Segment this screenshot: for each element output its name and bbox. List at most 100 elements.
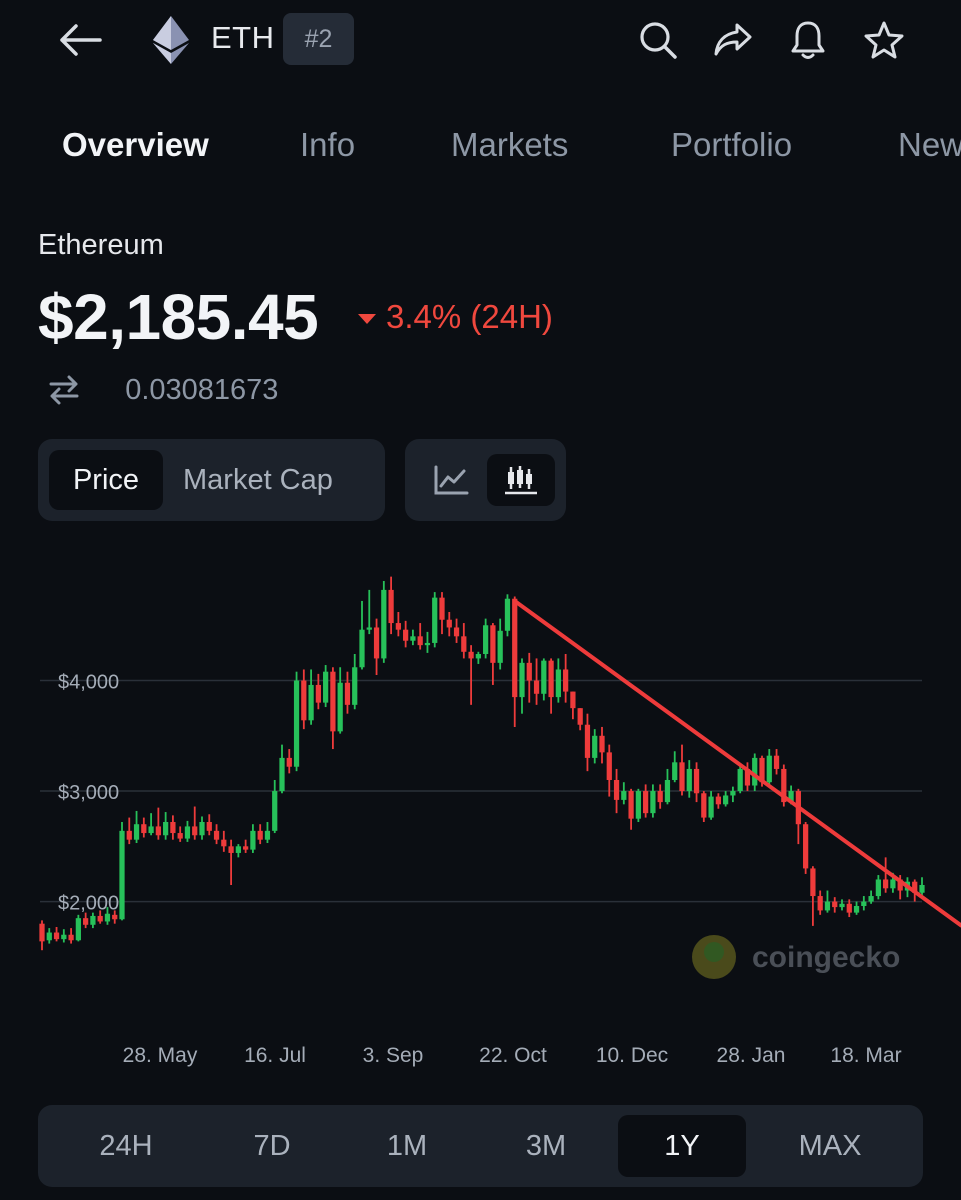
candle bbox=[206, 814, 212, 836]
candle bbox=[388, 576, 394, 635]
candlestick-chart-icon bbox=[505, 466, 537, 495]
candle bbox=[68, 928, 74, 944]
candle bbox=[177, 826, 183, 842]
candle-body bbox=[323, 671, 329, 703]
candle-body bbox=[177, 833, 183, 839]
candle bbox=[112, 910, 118, 924]
candle bbox=[650, 784, 656, 818]
candle bbox=[723, 791, 729, 807]
candle bbox=[483, 618, 489, 659]
search-button[interactable] bbox=[636, 18, 680, 62]
candle-body bbox=[148, 826, 154, 834]
candle-body bbox=[563, 669, 569, 692]
candle-body bbox=[53, 932, 60, 940]
tab-markets[interactable]: Markets bbox=[451, 126, 569, 163]
market-cap-toggle-button[interactable]: Market Cap bbox=[183, 463, 333, 496]
tab-overview[interactable]: Overview bbox=[62, 126, 209, 163]
candle-body bbox=[570, 691, 576, 709]
candle bbox=[752, 753, 758, 792]
alert-button[interactable] bbox=[786, 18, 830, 62]
candlestick-chart-button[interactable] bbox=[487, 454, 555, 506]
candle bbox=[737, 764, 743, 794]
range-7d-button[interactable]: 7D bbox=[253, 1129, 291, 1162]
candle-body bbox=[868, 896, 874, 902]
candle-body bbox=[243, 846, 249, 850]
candle-body bbox=[403, 629, 409, 641]
candle-body bbox=[635, 791, 641, 819]
candle bbox=[679, 744, 685, 796]
candle-body bbox=[897, 879, 903, 891]
candle bbox=[61, 929, 67, 943]
down-triangle-icon bbox=[358, 314, 376, 324]
candle-body bbox=[75, 918, 81, 941]
candle bbox=[301, 669, 307, 730]
candle bbox=[286, 749, 292, 774]
candle-body bbox=[330, 671, 336, 732]
candle bbox=[592, 729, 598, 764]
coingecko-watermark: coingecko bbox=[692, 935, 900, 979]
candle-body bbox=[373, 627, 380, 659]
range-1y-button[interactable]: 1Y bbox=[618, 1115, 746, 1177]
candle bbox=[621, 782, 627, 805]
candle bbox=[257, 824, 263, 845]
candle-body bbox=[163, 822, 169, 836]
candle bbox=[199, 816, 205, 840]
tab-info[interactable]: Info bbox=[300, 126, 356, 163]
candle-body bbox=[461, 636, 467, 652]
share-button[interactable] bbox=[711, 18, 755, 62]
candle bbox=[344, 671, 351, 714]
range-max-button[interactable]: MAX bbox=[798, 1129, 862, 1162]
candle-body bbox=[483, 625, 489, 654]
range-3m-button[interactable]: 3M bbox=[525, 1129, 567, 1162]
candle bbox=[606, 744, 612, 797]
candle bbox=[635, 788, 641, 822]
candle-body bbox=[577, 708, 583, 725]
candle-body bbox=[264, 830, 271, 840]
tab-news[interactable]: News bbox=[898, 126, 961, 163]
candle-body bbox=[359, 629, 365, 668]
candle bbox=[184, 820, 191, 842]
line-chart-button[interactable] bbox=[424, 452, 478, 508]
line-chart-icon bbox=[434, 465, 469, 495]
candle-body bbox=[119, 830, 125, 920]
candle bbox=[250, 824, 256, 853]
candle-body bbox=[366, 627, 372, 630]
candle bbox=[599, 726, 605, 764]
x-tick-label: 18. Mar bbox=[830, 1044, 901, 1067]
candle bbox=[228, 839, 234, 885]
candle-body bbox=[497, 630, 503, 663]
candle bbox=[861, 896, 867, 911]
candle bbox=[155, 807, 161, 840]
candle-body bbox=[773, 755, 780, 769]
candle bbox=[824, 890, 831, 913]
price-chart[interactable]: coingecko $2,000 $3,000 $4,000 28. May 16. … bbox=[0, 560, 961, 1070]
candle bbox=[337, 667, 343, 734]
price-toggle-button[interactable]: Price bbox=[49, 450, 163, 510]
candle bbox=[643, 784, 649, 818]
back-button[interactable] bbox=[56, 18, 104, 62]
candle-body bbox=[126, 830, 132, 840]
candle bbox=[119, 822, 125, 921]
candle-body bbox=[337, 682, 343, 732]
candle-body bbox=[424, 642, 431, 646]
candle bbox=[832, 897, 838, 913]
share-icon bbox=[714, 23, 752, 56]
candle bbox=[352, 654, 358, 710]
candle-body bbox=[301, 680, 307, 721]
candle-body bbox=[308, 684, 314, 721]
candle-body bbox=[83, 918, 89, 925]
favorite-button[interactable] bbox=[862, 18, 906, 62]
range-1m-button[interactable]: 1M bbox=[386, 1129, 428, 1162]
candle-body bbox=[883, 879, 889, 889]
tab-portfolio[interactable]: Portfolio bbox=[671, 126, 793, 163]
candle bbox=[744, 762, 751, 792]
candle bbox=[672, 751, 678, 783]
candle-body bbox=[250, 830, 256, 850]
candle bbox=[446, 612, 452, 637]
candle-body bbox=[715, 796, 721, 805]
candle bbox=[541, 658, 547, 701]
candle bbox=[475, 651, 481, 664]
range-24h-button[interactable]: 24H bbox=[99, 1129, 153, 1162]
candle bbox=[417, 623, 423, 650]
candle bbox=[468, 645, 474, 705]
